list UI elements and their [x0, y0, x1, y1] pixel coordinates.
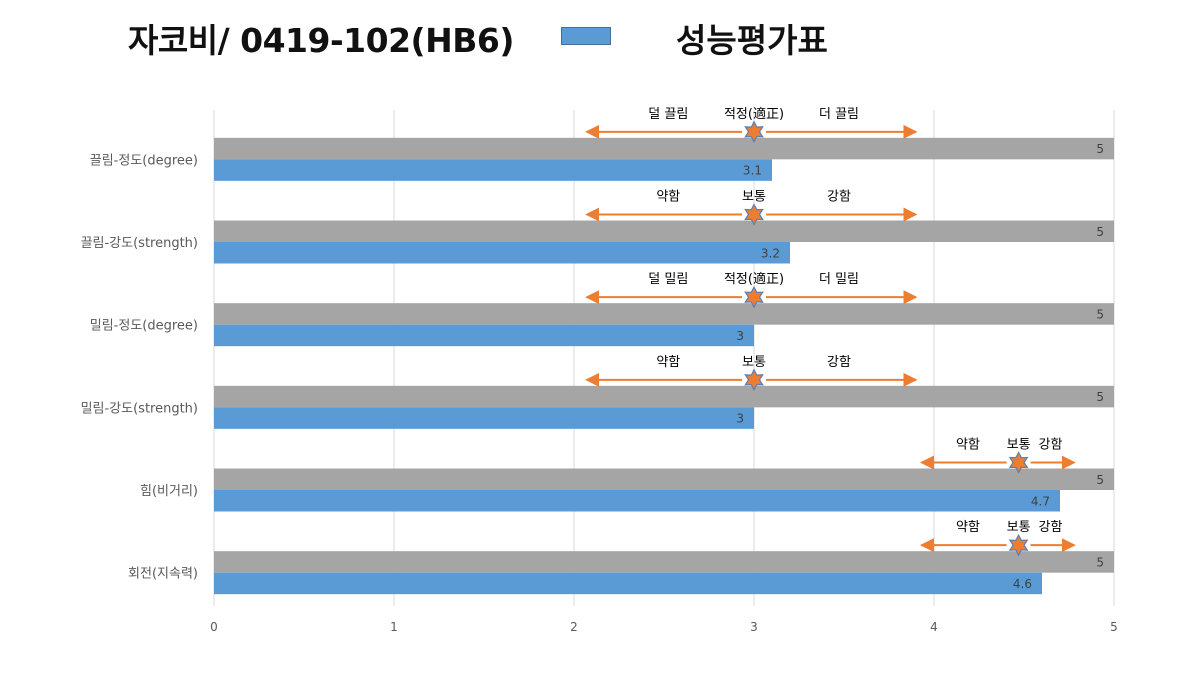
max-bar [214, 468, 1114, 490]
annotation-right-label: 더 끌림 [819, 107, 859, 122]
star-marker [744, 203, 764, 226]
annotation-center-label: 보통 [1007, 520, 1031, 535]
max-bar-label: 5 [1096, 307, 1104, 321]
annotation-left-label: 덜 끌림 [648, 107, 688, 122]
category-label: 회전(지속력) [128, 567, 198, 582]
annotation-center-label: 적정(適正) [724, 271, 784, 287]
star-marker [1008, 533, 1029, 557]
category-label: 끌림-정도(degree) [90, 153, 198, 168]
max-bar-label: 5 [1096, 225, 1104, 239]
annotation-left-label: 약함 [956, 520, 980, 535]
max-bar [214, 551, 1114, 573]
annotation-right-label: 더 밀림 [819, 272, 859, 287]
category-label: 밀림-정도(degree) [90, 319, 198, 334]
x-tick-label: 0 [210, 620, 218, 634]
annotation-center-label: 보통 [742, 355, 766, 370]
score-bar-label: 3.2 [761, 246, 780, 260]
annotation-left-label: 덜 밀림 [648, 272, 688, 287]
category-label: 힘(비거리) [140, 484, 198, 499]
star-marker [744, 368, 764, 392]
x-tick-label: 5 [1110, 620, 1118, 634]
score-bar-label: 3 [736, 329, 744, 343]
max-bar [214, 137, 1114, 160]
annotation-right-label: 강함 [827, 355, 851, 370]
max-bar-label: 5 [1096, 142, 1104, 156]
max-bar-label: 5 [1096, 390, 1104, 404]
score-bar-label: 4.7 [1031, 494, 1050, 508]
score-bar [214, 407, 754, 429]
star-marker [1008, 451, 1029, 474]
annotation-right-label: 강함 [1039, 438, 1063, 453]
max-bar [214, 220, 1114, 242]
category-label: 밀림-강도(strength) [81, 401, 198, 416]
annotation-left-label: 약함 [656, 355, 680, 370]
annotation-right-label: 강함 [1039, 520, 1063, 535]
annotation-left-label: 약함 [656, 190, 680, 205]
category-label: 끌림-강도(strength) [81, 236, 198, 251]
score-bar [214, 572, 1042, 595]
score-bar [214, 324, 754, 347]
score-bar [214, 159, 772, 181]
annotation-right-label: 강함 [827, 190, 851, 205]
star-marker [744, 285, 764, 309]
star-marker [744, 120, 764, 144]
score-bar [214, 490, 1060, 512]
legend-label: 성능평가표 [676, 21, 828, 60]
chart-header: 자코비/ 0419-102(HB6) 성능평가표 [0, 0, 1200, 80]
annotation-center-label: 보통 [1007, 438, 1031, 453]
score-bar-label: 3 [736, 412, 744, 426]
max-bar [214, 385, 1114, 408]
annotation-center-label: 보통 [742, 190, 766, 205]
axes: 0 1 2 3 4 5 끌림-정도(degree) 끌림-강도(strength) 밀림-정도(… [81, 153, 1118, 634]
x-tick-label: 3 [750, 620, 758, 634]
max-bar [214, 303, 1114, 325]
x-tick-label: 1 [390, 620, 398, 634]
x-tick-label: 2 [570, 620, 578, 634]
grid-lines [213, 110, 1115, 606]
annotation-left-label: 약함 [956, 438, 980, 453]
bars: 5 3.1 5 3.2 5 3 5 3 5 4.7 5 4.6 [214, 137, 1114, 595]
score-bar-label: 4.6 [1013, 577, 1032, 591]
legend-swatch [561, 27, 611, 45]
score-bar-label: 3.1 [743, 164, 762, 178]
score-bar [214, 242, 790, 264]
max-bar-label: 5 [1096, 473, 1104, 487]
x-tick-label: 4 [930, 620, 938, 634]
max-bar-label: 5 [1096, 555, 1104, 569]
chart-title: 자코비/ 0419-102(HB6) [128, 21, 514, 60]
annotation-center-label: 적정(適正) [724, 106, 784, 122]
